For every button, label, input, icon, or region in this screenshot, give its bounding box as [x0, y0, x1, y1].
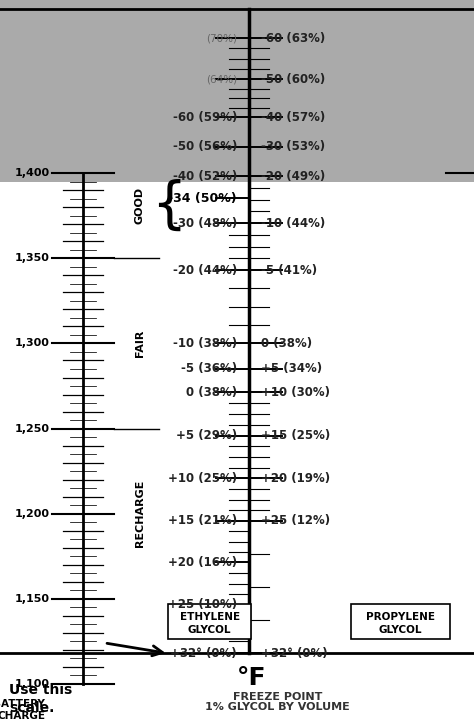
Text: PROPYLENE: PROPYLENE: [366, 612, 435, 622]
Text: -60 (63%): -60 (63%): [261, 31, 325, 44]
Bar: [351, 604, 450, 638]
Text: FAIR: FAIR: [135, 330, 145, 357]
Text: -30 (53%): -30 (53%): [261, 141, 325, 154]
Text: -20 (49%): -20 (49%): [261, 170, 325, 183]
Text: 1,350: 1,350: [15, 253, 50, 264]
Text: 1,150: 1,150: [15, 594, 50, 604]
Text: (70%): (70%): [206, 33, 237, 43]
Text: 1,250: 1,250: [15, 424, 50, 434]
Text: +15 (21%): +15 (21%): [168, 514, 237, 527]
Text: -5 (36%): -5 (36%): [181, 363, 237, 375]
Text: +25 (10%): +25 (10%): [168, 598, 237, 612]
Text: -30 (48%): -30 (48%): [173, 217, 237, 229]
Text: 1,400: 1,400: [15, 168, 50, 178]
Text: 1,100: 1,100: [15, 679, 50, 689]
Text: -40 (52%): -40 (52%): [173, 170, 237, 183]
Text: +10 (25%): +10 (25%): [168, 472, 237, 485]
Text: +5 (29%): +5 (29%): [176, 429, 237, 442]
Text: FREEZE POINT: FREEZE POINT: [233, 692, 322, 702]
Text: -40 (57%): -40 (57%): [261, 111, 325, 124]
Text: 1,200: 1,200: [15, 509, 50, 519]
Text: 1% GLYCOL BY VOLUME: 1% GLYCOL BY VOLUME: [205, 702, 350, 711]
Text: +20 (19%): +20 (19%): [261, 472, 330, 485]
Text: -10 (38%): -10 (38%): [173, 337, 237, 350]
Text: -20 (44%): -20 (44%): [173, 264, 237, 277]
Text: -60 (59%): -60 (59%): [173, 111, 237, 124]
Text: °F: °F: [237, 666, 266, 690]
Text: Use this
scale.: Use this scale.: [9, 683, 73, 715]
Text: 0 (38%): 0 (38%): [261, 337, 312, 350]
Text: +10 (30%): +10 (30%): [261, 386, 330, 399]
Text: +25 (12%): +25 (12%): [261, 514, 330, 527]
Text: (64%): (64%): [206, 74, 237, 84]
Text: RECHARGE: RECHARGE: [135, 480, 145, 547]
Text: GOOD: GOOD: [135, 187, 145, 224]
Text: {: {: [151, 178, 186, 232]
Text: +15 (25%): +15 (25%): [261, 429, 330, 442]
Text: +20 (16%): +20 (16%): [168, 556, 237, 569]
Text: ETHYLENE: ETHYLENE: [180, 612, 240, 622]
Bar: [168, 604, 251, 638]
Text: +32° (0%): +32° (0%): [261, 647, 328, 660]
Text: -10 (44%): -10 (44%): [261, 217, 325, 229]
Text: 1,300: 1,300: [15, 339, 50, 349]
Text: +32° (0%): +32° (0%): [170, 647, 237, 660]
Text: -34 (50%): -34 (50%): [168, 192, 237, 205]
Text: -5 (41%): -5 (41%): [261, 264, 317, 277]
Text: -50 (60%): -50 (60%): [261, 73, 325, 86]
Text: 0 (38%): 0 (38%): [186, 386, 237, 399]
Text: -50 (56%): -50 (56%): [173, 141, 237, 154]
Text: GLYCOL: GLYCOL: [188, 625, 231, 635]
Text: +5 (34%): +5 (34%): [261, 363, 322, 375]
Text: BATTERY
CHARGE: BATTERY CHARGE: [0, 699, 45, 721]
Bar: [0, 0, 474, 182]
Text: GLYCOL: GLYCOL: [379, 625, 422, 635]
